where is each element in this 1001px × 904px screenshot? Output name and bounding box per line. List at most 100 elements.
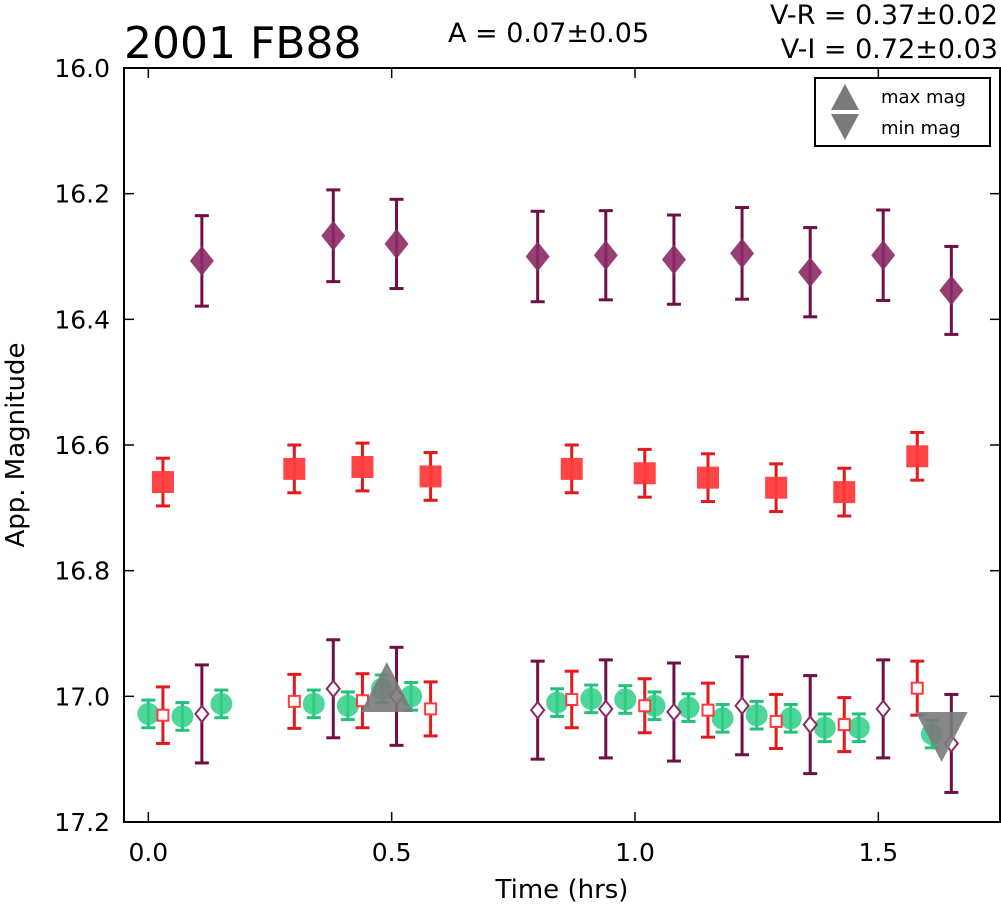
min-mag-legend-icon xyxy=(831,114,859,140)
open-square-marker xyxy=(156,708,170,722)
data-point xyxy=(336,690,359,722)
open-diamond-marker xyxy=(325,679,342,699)
data-point xyxy=(151,456,174,508)
circle-marker xyxy=(745,704,768,727)
data-point xyxy=(745,699,768,731)
open-diamond-marker xyxy=(194,704,210,724)
data-point xyxy=(419,451,442,502)
data-point xyxy=(321,188,346,284)
y-tick-label: 17.2 xyxy=(54,808,110,837)
open-square-marker xyxy=(638,699,652,713)
data-point xyxy=(837,696,852,754)
data-points xyxy=(137,188,964,794)
data-point xyxy=(939,244,964,336)
circle-marker xyxy=(580,687,603,710)
axis-ticks: 0.0 0.5 1.0 1.5 16.0 16.2 16.4 16.6 16.8 17.0 17.2 xyxy=(54,54,1000,867)
y-tick-label: 16.4 xyxy=(54,305,110,334)
data-point xyxy=(910,659,925,717)
square-marker xyxy=(419,465,442,488)
open-square-marker xyxy=(837,718,851,732)
y-tick-label: 16.0 xyxy=(54,54,110,83)
diamond-marker xyxy=(525,241,550,272)
data-point xyxy=(614,684,637,715)
data-point xyxy=(661,213,686,306)
circle-marker xyxy=(171,705,194,728)
square-marker xyxy=(151,471,174,494)
extrema-markers xyxy=(360,662,968,763)
data-point xyxy=(637,677,652,735)
data-point xyxy=(779,703,802,734)
data-point xyxy=(194,663,210,765)
data-point xyxy=(906,430,929,482)
data-point xyxy=(155,685,170,745)
chart-title: 2001 FB88 xyxy=(124,18,361,69)
y-tick-label: 16.2 xyxy=(54,180,110,209)
circle-marker xyxy=(813,716,836,739)
x-tick-label: 0.5 xyxy=(372,838,412,867)
amplitude-annotation: A = 0.07±0.05 xyxy=(448,18,649,49)
square-marker xyxy=(633,462,656,485)
data-point xyxy=(871,208,896,302)
diamond-marker xyxy=(321,220,346,251)
x-tick-label: 1.5 xyxy=(858,838,898,867)
data-point xyxy=(529,659,546,761)
data-point xyxy=(423,680,438,738)
square-marker xyxy=(283,457,306,480)
data-point xyxy=(384,197,409,291)
open-diamond-marker xyxy=(734,696,750,716)
circle-marker xyxy=(614,688,637,711)
circle-marker xyxy=(711,707,734,730)
data-point xyxy=(593,209,618,302)
data-point xyxy=(666,661,682,763)
data-point xyxy=(525,209,550,304)
open-square-marker xyxy=(910,681,924,695)
open-diamond-marker xyxy=(598,699,614,719)
data-point xyxy=(798,226,823,319)
open-square-marker xyxy=(565,692,579,706)
data-point xyxy=(355,672,370,730)
circle-marker xyxy=(210,692,233,715)
diamond-marker xyxy=(384,228,409,259)
y-tick-label: 17.0 xyxy=(54,682,110,711)
data-point xyxy=(847,712,870,744)
diamond-marker xyxy=(798,257,823,288)
circle-marker xyxy=(336,694,359,717)
legend-max-mag-label: max mag xyxy=(881,87,966,108)
data-point xyxy=(287,672,302,730)
legend: max mag min mag xyxy=(814,77,991,147)
circle-marker xyxy=(302,692,325,715)
circle-marker xyxy=(847,716,870,739)
circle-marker xyxy=(677,696,700,719)
data-point xyxy=(802,674,818,776)
v-r-annotation: V-R = 0.37±0.02 xyxy=(770,0,998,31)
data-point xyxy=(171,701,194,732)
max-mag-legend-icon xyxy=(831,84,859,110)
square-marker xyxy=(697,466,719,489)
square-marker xyxy=(351,455,374,478)
data-point xyxy=(633,447,656,499)
data-point xyxy=(701,681,715,739)
max-mag-marker xyxy=(360,662,413,713)
min-mag-marker xyxy=(915,712,968,763)
open-diamond-marker xyxy=(666,702,682,722)
open-square-marker xyxy=(769,714,783,728)
open-diamond-marker xyxy=(529,700,546,720)
data-point xyxy=(769,692,784,750)
x-tick-label: 0.0 xyxy=(128,838,168,867)
x-tick-label: 1.0 xyxy=(615,838,655,867)
data-point xyxy=(564,669,579,730)
circle-marker xyxy=(137,702,160,725)
data-point xyxy=(697,452,719,504)
data-point xyxy=(283,443,306,495)
square-marker xyxy=(906,445,929,468)
data-point xyxy=(302,688,325,720)
y-tick-label: 16.8 xyxy=(54,557,110,586)
diamond-marker xyxy=(189,245,214,276)
data-point xyxy=(137,698,160,730)
y-tick-label: 16.6 xyxy=(54,431,110,460)
data-point xyxy=(833,466,856,518)
open-square-marker xyxy=(424,702,438,716)
diamond-marker xyxy=(593,240,618,271)
data-point xyxy=(765,462,788,514)
data-point xyxy=(189,214,214,308)
